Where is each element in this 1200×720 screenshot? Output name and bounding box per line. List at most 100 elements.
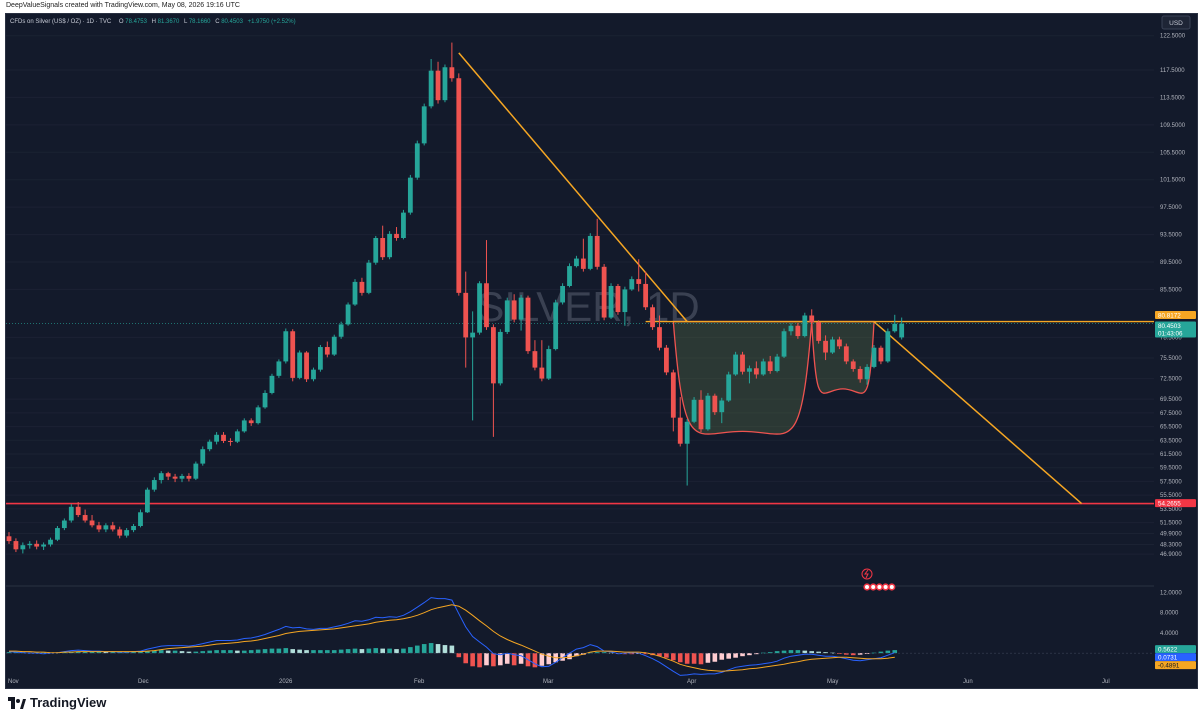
candle[interactable] bbox=[68, 504, 74, 523]
candle[interactable] bbox=[670, 369, 676, 432]
candle[interactable] bbox=[684, 419, 690, 486]
candle[interactable] bbox=[214, 432, 219, 445]
candle[interactable] bbox=[394, 227, 399, 241]
candle[interactable] bbox=[740, 351, 745, 375]
candle[interactable] bbox=[864, 364, 870, 385]
candle[interactable] bbox=[837, 336, 842, 350]
candle[interactable] bbox=[442, 64, 448, 103]
candle[interactable] bbox=[802, 312, 808, 338]
candle[interactable] bbox=[20, 542, 26, 554]
candle[interactable] bbox=[172, 473, 178, 483]
alert-icon[interactable] bbox=[861, 568, 873, 580]
candle[interactable] bbox=[567, 263, 572, 288]
candle[interactable] bbox=[82, 509, 88, 523]
candle[interactable] bbox=[760, 358, 766, 376]
candle[interactable] bbox=[456, 73, 462, 296]
candle[interactable] bbox=[857, 366, 863, 383]
candle[interactable] bbox=[55, 526, 60, 542]
candle[interactable] bbox=[726, 371, 732, 402]
event-marker[interactable] bbox=[888, 583, 896, 591]
candle[interactable] bbox=[221, 432, 226, 444]
event-marker[interactable] bbox=[882, 583, 890, 591]
candle[interactable] bbox=[843, 343, 849, 365]
candle[interactable] bbox=[484, 240, 489, 330]
candle[interactable] bbox=[117, 526, 123, 539]
candle[interactable] bbox=[885, 328, 891, 363]
candle[interactable] bbox=[318, 344, 323, 372]
candle[interactable] bbox=[664, 344, 669, 376]
candle[interactable] bbox=[359, 277, 365, 296]
candle[interactable] bbox=[75, 502, 81, 518]
handle-shape[interactable] bbox=[811, 320, 875, 394]
candle[interactable] bbox=[131, 523, 136, 533]
candle[interactable] bbox=[601, 264, 607, 321]
event-marker[interactable] bbox=[875, 583, 884, 591]
candle[interactable] bbox=[892, 314, 898, 333]
price-axis[interactable]: 122.5000 117.5000 113.5000 109.5000 105.5000… bbox=[1154, 14, 1197, 688]
candle[interactable] bbox=[234, 429, 240, 444]
candle[interactable] bbox=[276, 359, 282, 378]
candle[interactable] bbox=[574, 255, 579, 268]
candle[interactable] bbox=[747, 365, 752, 384]
candle[interactable] bbox=[816, 320, 822, 344]
candle[interactable] bbox=[165, 471, 171, 481]
candle[interactable] bbox=[421, 103, 427, 146]
candle[interactable] bbox=[553, 299, 559, 351]
candle[interactable] bbox=[636, 259, 642, 292]
candle[interactable] bbox=[691, 397, 697, 424]
candle[interactable] bbox=[850, 359, 856, 372]
candle[interactable] bbox=[518, 294, 524, 331]
candle[interactable] bbox=[207, 439, 213, 452]
candle[interactable] bbox=[96, 521, 102, 533]
candle[interactable] bbox=[546, 345, 552, 380]
candle[interactable] bbox=[61, 518, 67, 531]
event-marker[interactable] bbox=[869, 583, 877, 591]
candle[interactable] bbox=[830, 336, 835, 354]
downtrend-trendline[interactable] bbox=[458, 52, 688, 323]
candle[interactable] bbox=[297, 350, 303, 380]
candle[interactable] bbox=[373, 235, 379, 265]
candle[interactable] bbox=[255, 405, 261, 425]
candle[interactable] bbox=[698, 390, 704, 433]
candle[interactable] bbox=[380, 225, 386, 260]
candle[interactable] bbox=[110, 521, 116, 532]
candle[interactable] bbox=[241, 418, 247, 433]
candle[interactable] bbox=[345, 302, 351, 326]
candle[interactable] bbox=[89, 515, 95, 528]
candle[interactable] bbox=[228, 438, 233, 446]
candle[interactable] bbox=[179, 473, 185, 483]
candle[interactable] bbox=[13, 538, 19, 553]
candle[interactable] bbox=[788, 323, 794, 336]
candle[interactable] bbox=[103, 523, 109, 533]
candle[interactable] bbox=[705, 392, 711, 431]
candle[interactable] bbox=[262, 390, 268, 409]
candle[interactable] bbox=[629, 276, 635, 291]
candle[interactable] bbox=[719, 397, 725, 424]
candle[interactable] bbox=[186, 473, 192, 482]
candle[interactable] bbox=[304, 351, 309, 382]
candle[interactable] bbox=[387, 231, 392, 260]
candle[interactable] bbox=[48, 537, 53, 547]
candle[interactable] bbox=[401, 209, 406, 240]
candle[interactable] bbox=[6, 532, 12, 544]
candle[interactable] bbox=[733, 351, 738, 376]
candle[interactable] bbox=[497, 329, 503, 386]
candle[interactable] bbox=[331, 334, 337, 356]
candle[interactable] bbox=[823, 335, 828, 361]
candle[interactable] bbox=[290, 329, 296, 382]
candle[interactable] bbox=[504, 297, 510, 334]
candle[interactable] bbox=[248, 418, 254, 426]
candle[interactable] bbox=[151, 477, 157, 492]
candle[interactable] bbox=[311, 367, 316, 382]
candle[interactable] bbox=[158, 471, 164, 484]
candle[interactable] bbox=[809, 309, 815, 326]
candle[interactable] bbox=[594, 218, 600, 270]
candle[interactable] bbox=[774, 353, 780, 373]
candle[interactable] bbox=[366, 259, 372, 295]
candle[interactable] bbox=[871, 344, 877, 369]
event-markers[interactable] bbox=[863, 583, 896, 591]
candle[interactable] bbox=[435, 61, 441, 104]
candle[interactable] bbox=[145, 487, 150, 513]
candle[interactable] bbox=[138, 509, 143, 528]
candle[interactable] bbox=[899, 317, 905, 340]
